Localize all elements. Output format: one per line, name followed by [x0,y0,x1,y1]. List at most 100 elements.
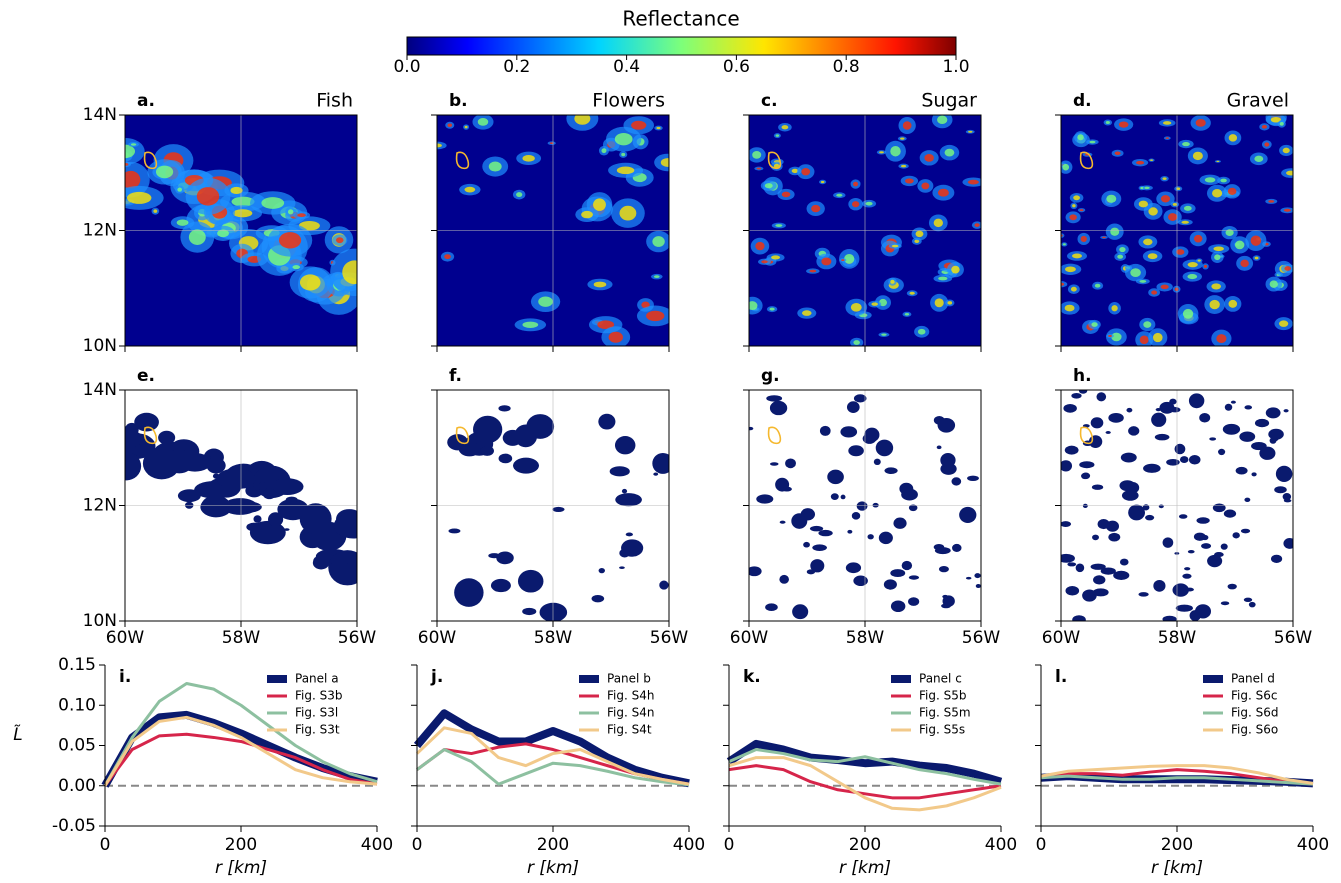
cloud-core [652,236,665,247]
cloud-core [1261,125,1268,129]
series-line [728,764,1002,800]
cloud-mask [1199,413,1211,423]
cloud-mask [1220,543,1228,550]
cloud-mask [884,467,898,474]
series-line [413,709,690,788]
cloud-core [153,209,158,213]
cloud-core [914,239,920,244]
cloud-mask [488,553,501,559]
cloud-mask [1179,456,1189,463]
cloud-core [1250,235,1262,246]
cloud-core [1183,205,1192,211]
cloud-mask [1218,448,1226,456]
cloud-core [1061,282,1065,286]
cloud-mask [1061,460,1073,472]
map-image [437,115,669,346]
cloud-core [1072,253,1083,259]
cloud-mask [781,486,792,492]
cloud-mask [1194,604,1211,619]
cloud-mask [812,544,827,551]
cloud-mask [1166,458,1180,466]
cloud-core [177,187,183,192]
cloud-core [1102,236,1106,239]
cloud-mask [1145,514,1155,521]
cloud-core [1279,320,1289,327]
cloud-core [809,269,817,273]
cloud-core [1214,254,1221,261]
colorbar-tick-label: 0.0 [393,57,420,77]
cloud-mask [965,576,972,580]
cloud-mask [498,405,511,412]
cloud-core [967,179,979,185]
cloud-mask [609,466,630,477]
cloud-core [126,191,152,204]
cloud-core [944,148,955,157]
cloud-mask [952,543,962,552]
cloud-core [1192,151,1203,161]
cloud-core [781,125,789,130]
cloud-core [1193,234,1203,243]
x-tick-label: 0 [100,835,111,855]
cloud-mask [513,457,539,474]
cloud-core [1143,238,1153,246]
panel-letter: e. [137,366,155,386]
cloud-mask [851,512,861,520]
cloud-core [890,279,895,284]
cloud-mask [1193,532,1206,541]
cloud-core [937,115,948,125]
cloud-mask [1093,575,1106,585]
cloud-mask [938,565,949,573]
island-outline [455,426,470,445]
legend-label: Fig. S6d [1231,706,1278,720]
cloud-core [130,143,137,146]
cloud-core [1139,279,1147,283]
cloud-core [653,275,660,279]
cloud-mask [1090,417,1104,429]
cloud-core [1172,202,1177,206]
lon-label: 56W [650,628,689,648]
cloud-mask [614,436,636,455]
cloud-mask [246,522,262,532]
cloud-mask [517,569,544,593]
cloud-core [1139,335,1149,345]
cloud-mask [1222,423,1241,435]
cloud-mask [1065,585,1080,596]
cloud-mask [1151,412,1167,427]
x-tick-label: 0 [412,835,423,855]
legend-label: Fig. S5s [919,723,965,737]
series-line [726,739,1003,786]
cloud-core [574,115,591,125]
cloud-core [1110,227,1120,236]
cloud-core [769,307,775,311]
panel-letter: d. [1073,91,1092,111]
cloud-core [488,161,502,172]
cloud-mask [1184,567,1191,571]
cloud-mask [447,434,469,451]
cloud-mask [1128,504,1146,521]
cloud-core [1117,254,1124,259]
cloud-mask [1061,553,1075,563]
cloud-core [841,259,845,262]
legend-label: Fig. S3t [295,723,340,737]
cloud-core [771,255,781,260]
panel-title: Flowers [592,90,665,112]
cloud-mask [770,462,779,466]
lat-label: 14N [83,105,117,125]
cloud-mask [473,415,503,444]
cloud-core [1269,280,1278,288]
legend-label: Panel c [919,672,962,686]
cloud-core [1182,142,1190,147]
cloud-core [447,123,453,128]
cloud-mask [1119,558,1129,566]
cloud-core [781,191,791,198]
colorbar-tick-label: 0.4 [613,57,640,77]
cloud-core [522,154,535,162]
cloud-core [1254,256,1259,260]
cloud-mask [539,602,568,621]
cloud-core [1212,188,1223,198]
cloud-core [951,265,960,274]
cloud-core [811,204,821,213]
x-axis-label: r [km] [1151,858,1203,878]
cloud-mask [1092,534,1099,541]
cloud-mask [864,427,880,442]
